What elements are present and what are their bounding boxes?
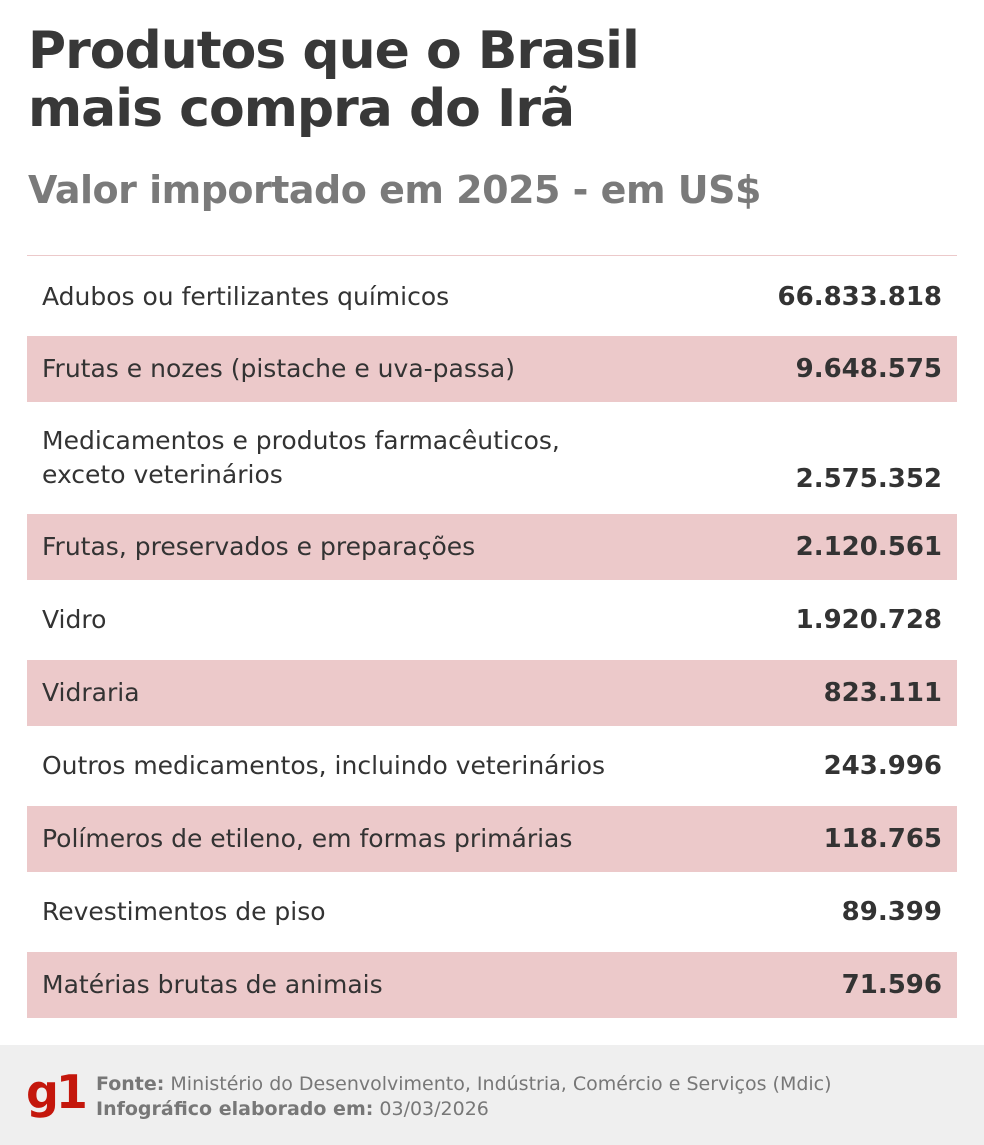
date-label: Infográfico elaborado em: [96, 1098, 374, 1120]
row-value: 66.833.818 [777, 282, 942, 312]
title-line-1: Produtos que o Brasil [28, 21, 640, 81]
row-label-line: exceto veterinários [42, 460, 283, 489]
row-value: 2.120.561 [795, 532, 942, 562]
row-value: 118.765 [823, 824, 942, 854]
row-label-line: Medicamentos e produtos farmacêuticos, [42, 426, 560, 455]
subtitle: Valor importado em 2025 - em US$ [28, 168, 761, 212]
row-label: Polímeros de etileno, em formas primária… [42, 824, 573, 853]
table-row: Frutas, preservados e preparações 2.120.5… [27, 514, 957, 580]
table-row: Matérias brutas de animais 71.596 [27, 952, 957, 1018]
source-credits: Fonte: Ministério do Desenvolvimento, In… [96, 1072, 832, 1122]
table-row: Adubos ou fertilizantes químicos 66.833.8… [27, 258, 957, 336]
title-line-2: mais compra do Irã [28, 79, 575, 139]
row-value: 89.399 [841, 897, 942, 927]
row-value: 9.648.575 [795, 354, 942, 384]
table-row: Polímeros de etileno, em formas primária… [27, 806, 957, 872]
date-text: 03/03/2026 [379, 1098, 489, 1120]
row-value: 823.111 [823, 678, 942, 708]
table-row: Vidro 1.920.728 [27, 580, 957, 660]
row-label: Vidro [42, 605, 107, 634]
table-row: Outros medicamentos, incluindo veterinár… [27, 726, 957, 806]
row-label: Vidraria [42, 678, 140, 707]
divider [27, 255, 957, 256]
row-label: Matérias brutas de animais [42, 970, 383, 999]
footer: g1 Fonte: Ministério do Desenvolvimento,… [0, 1045, 984, 1145]
row-label: Adubos ou fertilizantes químicos [42, 282, 450, 311]
source-text: Ministério do Desenvolvimento, Indústria… [170, 1073, 832, 1095]
g1-logo: g1 [26, 1065, 88, 1119]
row-value: 243.996 [823, 751, 942, 781]
row-label: Outros medicamentos, incluindo veterinár… [42, 751, 606, 780]
row-value: 1.920.728 [795, 605, 942, 635]
row-value: 2.575.352 [795, 464, 942, 494]
row-value: 71.596 [841, 970, 942, 1000]
table-row: Medicamentos e produtos farmacêuticos, ex… [27, 402, 957, 514]
source-label: Fonte: [96, 1073, 165, 1095]
table-row: Revestimentos de piso 89.399 [27, 872, 957, 952]
row-label: Revestimentos de piso [42, 897, 326, 926]
table-row: Vidraria 823.111 [27, 660, 957, 726]
row-label: Frutas, preservados e preparações [42, 532, 476, 561]
row-label: Medicamentos e produtos farmacêuticos, ex… [42, 424, 560, 492]
page-title: Produtos que o Brasil mais compra do Irã [28, 21, 640, 139]
row-label: Frutas e nozes (pistache e uva-passa) [42, 354, 515, 383]
table-row: Frutas e nozes (pistache e uva-passa) 9.6… [27, 336, 957, 402]
